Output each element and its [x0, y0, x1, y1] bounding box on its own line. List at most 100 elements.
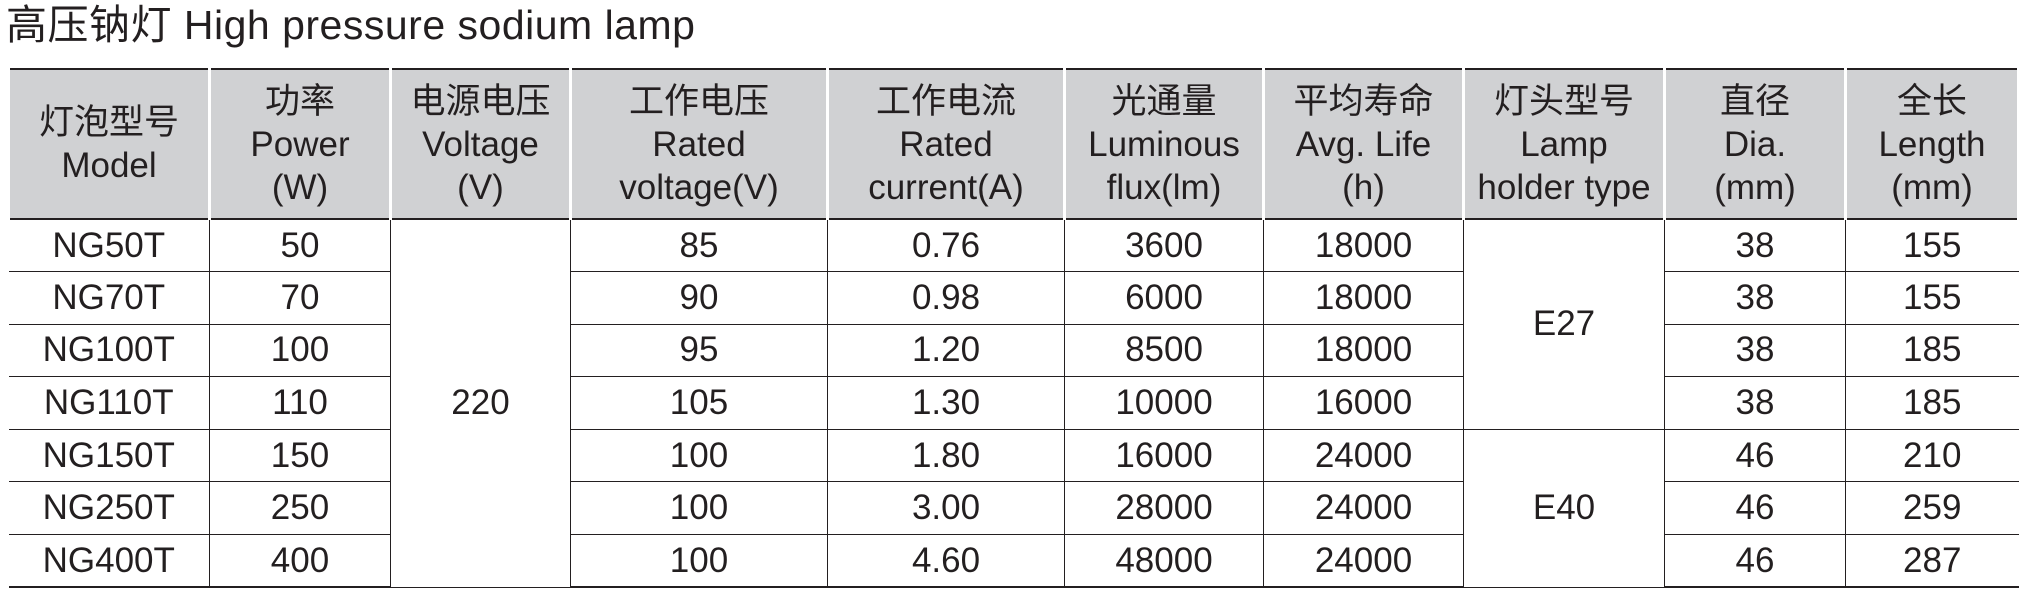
cell-luminous-flux: 3600	[1064, 218, 1264, 273]
table-body: NG50T 50 220 85 0.76 3600 18000 E27 38 1…	[8, 218, 2019, 589]
cell-supply-voltage: 220	[390, 218, 571, 588]
header-line: Avg. Life	[1295, 124, 1432, 164]
cell-length: 185	[1845, 376, 2019, 430]
cell-diameter: 46	[1664, 534, 1846, 589]
cell-avg-life: 18000	[1263, 323, 1464, 378]
header-row: 灯泡型号 Model 功率 Power (W) 电源电压 Voltage (V)…	[7, 68, 2020, 220]
cell-luminous-flux: 8500	[1064, 323, 1264, 378]
cell-length: 155	[1845, 271, 2019, 325]
cell-luminous-flux: 16000	[1064, 428, 1264, 483]
cell-rated-voltage: 95	[570, 323, 828, 378]
cell-diameter: 46	[1664, 481, 1846, 536]
header-model: 灯泡型号 Model	[7, 68, 211, 220]
header-luminous-flux: 光通量 Luminous flux(lm)	[1063, 68, 1265, 220]
cell-rated-voltage: 90	[570, 271, 828, 325]
header-avg-life: 平均寿命 Avg. Life (h)	[1262, 68, 1465, 220]
cell-power: 100	[209, 323, 391, 378]
table-row: NG250T 250 100 3.00 28000 24000 46 259	[8, 481, 2019, 536]
header-power: 功率 Power (W)	[208, 68, 392, 220]
header-length: 全长 Length (mm)	[1844, 68, 2020, 220]
header-line: (W)	[271, 167, 329, 207]
header-line: 工作电流	[875, 81, 1016, 121]
cell-rated-voltage: 100	[570, 428, 828, 483]
header-line: 直径	[1719, 81, 1790, 121]
header-line: 电源电压	[410, 81, 551, 121]
cell-avg-life: 16000	[1263, 376, 1464, 430]
cell-model: NG110T	[8, 376, 210, 430]
header-line: 灯泡型号	[38, 103, 179, 142]
header-line: (h)	[1342, 167, 1385, 207]
cell-diameter: 38	[1664, 376, 1846, 430]
cell-luminous-flux: 10000	[1064, 376, 1264, 430]
table-row: NG50T 50 220 85 0.76 3600 18000 E27 38 1…	[8, 218, 2019, 588]
header-line: holder type	[1477, 167, 1651, 207]
header-line: Lamp	[1520, 124, 1608, 164]
header-lamp-holder: 灯头型号 Lamp holder type	[1462, 68, 1666, 220]
header-line: Luminous	[1088, 124, 1240, 164]
table-row: NG70T 70 90 0.98 6000 18000 38 155	[8, 271, 2019, 325]
header-line: 光通量	[1111, 81, 1217, 121]
cell-rated-voltage: 100	[570, 481, 828, 536]
header-supply-voltage: 电源电压 Voltage (V)	[389, 68, 572, 220]
cell-power: 400	[209, 534, 391, 589]
header-line: 全长	[1896, 81, 1967, 121]
header-line: Voltage	[422, 124, 539, 164]
cell-length: 185	[1845, 323, 2019, 378]
cell-model: NG70T	[8, 271, 210, 325]
cell-power: 110	[209, 376, 391, 430]
cell-power: 150	[209, 428, 391, 483]
cell-luminous-flux: 6000	[1064, 271, 1264, 325]
cell-diameter: 46	[1664, 428, 1846, 483]
header-line: 功率	[264, 81, 335, 121]
cell-power: 50	[209, 218, 391, 273]
header-line: current(A)	[868, 167, 1024, 207]
cell-rated-voltage: 105	[570, 376, 828, 430]
header-line: (mm)	[1891, 167, 1973, 207]
header-line: 灯头型号	[1493, 81, 1634, 121]
cell-rated-voltage: 100	[570, 534, 828, 589]
cell-rated-current: 1.30	[827, 376, 1065, 430]
table-header: 灯泡型号 Model 功率 Power (W) 电源电压 Voltage (V)…	[7, 68, 2020, 220]
cell-model: NG100T	[8, 323, 210, 378]
cell-length: 287	[1845, 534, 2019, 589]
header-line: Rated	[652, 124, 746, 164]
cell-model: NG50T	[8, 218, 210, 273]
cell-avg-life: 24000	[1263, 481, 1464, 536]
cell-avg-life: 24000	[1263, 428, 1464, 483]
cell-length: 210	[1845, 428, 2019, 483]
cell-rated-current: 0.98	[827, 271, 1065, 325]
cell-power: 70	[209, 271, 391, 325]
cell-luminous-flux: 48000	[1064, 534, 1264, 589]
cell-rated-current: 1.80	[827, 428, 1065, 483]
cell-lamp-holder: E27	[1463, 218, 1665, 430]
header-line: flux(lm)	[1106, 167, 1222, 207]
cell-diameter: 38	[1664, 218, 1846, 273]
header-line: 平均寿命	[1293, 81, 1434, 121]
cell-model: NG400T	[8, 534, 210, 589]
header-line: Length	[1878, 124, 1986, 164]
header-line: Model	[61, 146, 157, 185]
cell-lamp-holder: E40	[1463, 428, 1665, 588]
table-row: NG110T 110 105 1.30 10000 16000 38 185	[8, 376, 2019, 430]
header-diameter: 直径 Dia. (mm)	[1663, 68, 1847, 220]
cell-length: 155	[1845, 218, 2019, 273]
table-row: NG150T 150 100 1.80 16000 24000 E40 46 2…	[8, 428, 2019, 588]
cell-diameter: 38	[1664, 271, 1846, 325]
cell-rated-voltage: 85	[570, 218, 828, 273]
table-row: NG100T 100 95 1.20 8500 18000 38 185	[8, 323, 2019, 378]
cell-avg-life: 18000	[1263, 271, 1464, 325]
cell-avg-life: 24000	[1263, 534, 1464, 589]
cell-rated-current: 4.60	[827, 534, 1065, 589]
spec-table: 灯泡型号 Model 功率 Power (W) 电源电压 Voltage (V)…	[7, 68, 2020, 589]
cell-diameter: 38	[1664, 323, 1846, 378]
header-line: 工作电压	[628, 81, 769, 121]
header-line: Rated	[899, 124, 993, 164]
header-line: (mm)	[1714, 167, 1796, 207]
header-line: Dia.	[1723, 124, 1787, 164]
cell-rated-current: 1.20	[827, 323, 1065, 378]
page-title: 高压钠灯 High pressure sodium lamp	[6, 2, 696, 48]
cell-model: NG250T	[8, 481, 210, 536]
cell-power: 250	[209, 481, 391, 536]
header-line: (V)	[457, 167, 504, 207]
header-rated-current: 工作电流 Rated current(A)	[826, 68, 1066, 220]
